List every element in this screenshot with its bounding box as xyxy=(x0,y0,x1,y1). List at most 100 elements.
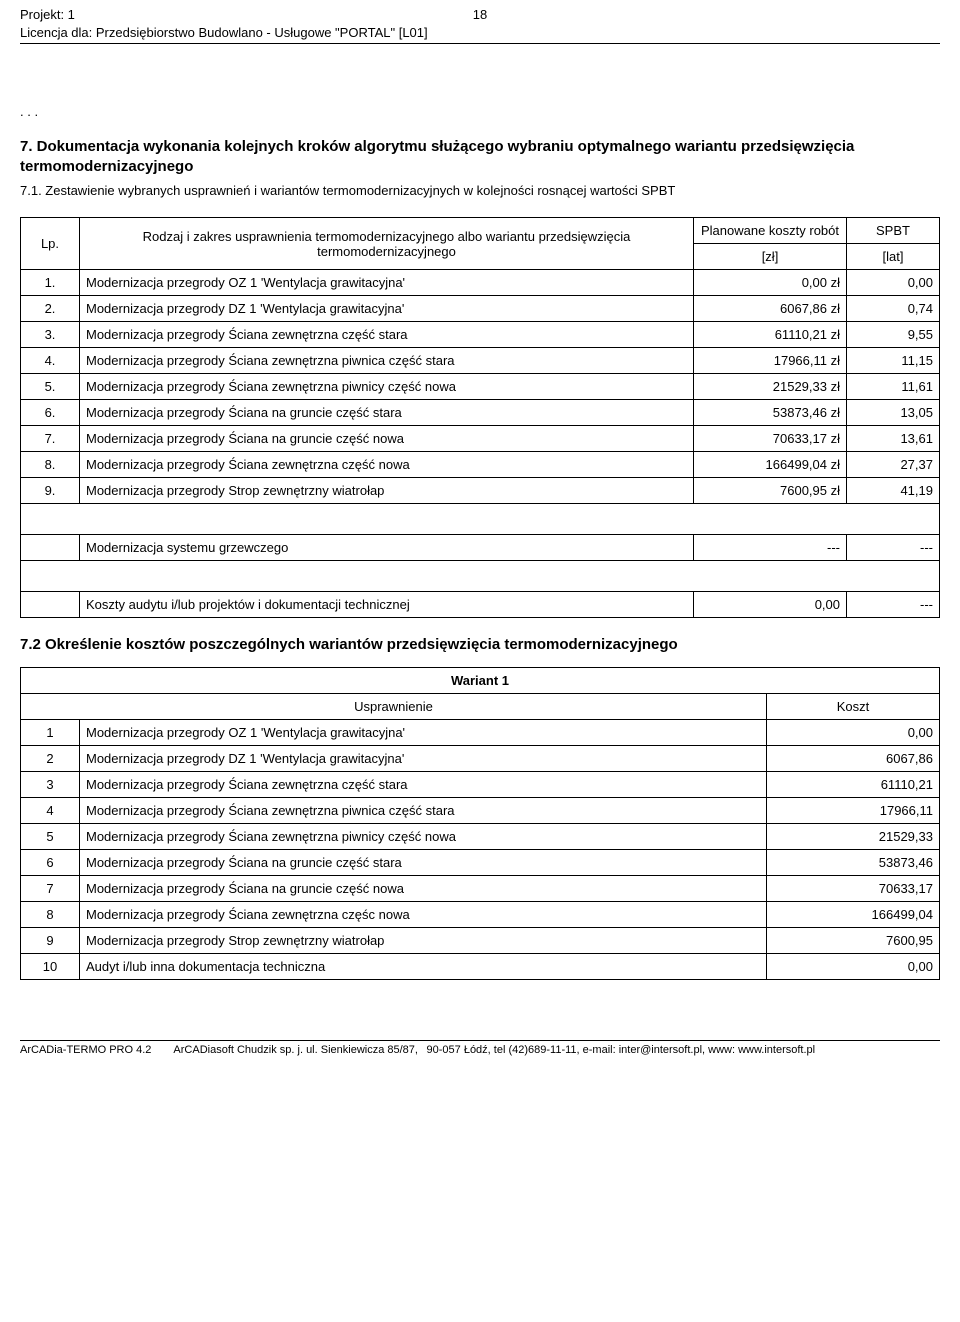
cell-cost: 21529,33 zł xyxy=(694,374,847,400)
cell-koszt: 0,00 xyxy=(767,954,940,980)
summary-row-2: Koszty audytu i/lub projektów i dokument… xyxy=(21,592,940,618)
cell-lp: 10 xyxy=(21,954,80,980)
cell-desc: Modernizacja przegrody Ściana na gruncie… xyxy=(80,400,694,426)
cell-lp: 5. xyxy=(21,374,80,400)
cell-desc: Audyt i/lub inna dokumentacja techniczna xyxy=(80,954,767,980)
cell-spbt: 41,19 xyxy=(847,478,940,504)
cell-koszt: 17966,11 xyxy=(767,798,940,824)
table-row: 10Audyt i/lub inna dokumentacja technicz… xyxy=(21,954,940,980)
cell-spbt: 11,15 xyxy=(847,348,940,374)
cell-desc: Modernizacja przegrody Ściana na gruncie… xyxy=(80,850,767,876)
head-lp: Lp. xyxy=(21,218,80,270)
cell-lp: 2. xyxy=(21,296,80,322)
cell-lp: 5 xyxy=(21,824,80,850)
cell-desc: Modernizacja przegrody Ściana zewnętrzna… xyxy=(80,374,694,400)
head-cost-top: Planowane koszty robót xyxy=(694,218,847,244)
wariant-title: Wariant 1 xyxy=(21,668,940,694)
cell-desc: Modernizacja przegrody DZ 1 'Wentylacja … xyxy=(80,296,694,322)
cell-koszt: 166499,04 xyxy=(767,902,940,928)
cell-spbt: 11,61 xyxy=(847,374,940,400)
section-7-2-title: 7.2 Określenie kosztów poszczególnych wa… xyxy=(20,636,940,653)
cell-koszt: 7600,95 xyxy=(767,928,940,954)
wariant-head-row: Usprawnienie Koszt xyxy=(21,694,940,720)
table-row: 1Modernizacja przegrody OZ 1 'Wentylacja… xyxy=(21,720,940,746)
table-row: 2Modernizacja przegrody DZ 1 'Wentylacja… xyxy=(21,746,940,772)
cell-lp: 8 xyxy=(21,902,80,928)
head-koszt: Koszt xyxy=(767,694,940,720)
cell-desc: Modernizacja przegrody Ściana zewnętrzna… xyxy=(80,902,767,928)
cell-cost: 17966,11 zł xyxy=(694,348,847,374)
cell-koszt: 53873,46 xyxy=(767,850,940,876)
summary2-spbt: --- xyxy=(847,592,940,618)
table-row: 4.Modernizacja przegrody Ściana zewnętrz… xyxy=(21,348,940,374)
cell-desc: Modernizacja przegrody DZ 1 'Wentylacja … xyxy=(80,746,767,772)
cell-desc: Modernizacja przegrody Ściana zewnętrzna… xyxy=(80,824,767,850)
cell-spbt: 13,05 xyxy=(847,400,940,426)
cell-lp: 6. xyxy=(21,400,80,426)
table-row: 3Modernizacja przegrody Ściana zewnętrzn… xyxy=(21,772,940,798)
table-row: 9.Modernizacja przegrody Strop zewnętrzn… xyxy=(21,478,940,504)
summary2-desc: Koszty audytu i/lub projektów i dokument… xyxy=(80,592,694,618)
table-row: 9Modernizacja przegrody Strop zewnętrzny… xyxy=(21,928,940,954)
cell-koszt: 0,00 xyxy=(767,720,940,746)
cell-spbt: 0,00 xyxy=(847,270,940,296)
cell-lp: 3 xyxy=(21,772,80,798)
cell-lp: 4. xyxy=(21,348,80,374)
cell-cost: 0,00 zł xyxy=(694,270,847,296)
cell-cost: 6067,86 zł xyxy=(694,296,847,322)
cell-spbt: 0,74 xyxy=(847,296,940,322)
cell-desc: Modernizacja przegrody Ściana zewnętrzna… xyxy=(80,772,767,798)
spbt-table: Lp. Rodzaj i zakres usprawnienia termomo… xyxy=(20,217,940,618)
summary1-lp xyxy=(21,535,80,561)
cell-lp: 7. xyxy=(21,426,80,452)
summary1-spbt: --- xyxy=(847,535,940,561)
table-row: 3.Modernizacja przegrody Ściana zewnętrz… xyxy=(21,322,940,348)
head-spbt-top: SPBT xyxy=(847,218,940,244)
cell-desc: Modernizacja przegrody Ściana na gruncie… xyxy=(80,876,767,902)
cell-lp: 1. xyxy=(21,270,80,296)
cell-desc: Modernizacja przegrody OZ 1 'Wentylacja … xyxy=(80,720,767,746)
cell-lp: 4 xyxy=(21,798,80,824)
wariant-title-row: Wariant 1 xyxy=(21,668,940,694)
table-row: 8.Modernizacja przegrody Ściana zewnętrz… xyxy=(21,452,940,478)
cell-desc: Modernizacja przegrody Ściana na gruncie… xyxy=(80,426,694,452)
cell-cost: 166499,04 zł xyxy=(694,452,847,478)
page: Projekt: 1 Licencja dla: Przedsiębiorstw… xyxy=(0,0,960,1096)
cell-lp: 9 xyxy=(21,928,80,954)
cell-desc: Modernizacja przegrody Ściana zewnętrzna… xyxy=(80,798,767,824)
head-usprawnienie: Usprawnienie xyxy=(21,694,767,720)
summary1-cost: --- xyxy=(694,535,847,561)
summary1-desc: Modernizacja systemu grzewczego xyxy=(80,535,694,561)
intro-dots: . . . xyxy=(20,104,940,119)
cell-lp: 6 xyxy=(21,850,80,876)
table-row: 1.Modernizacja przegrody OZ 1 'Wentylacj… xyxy=(21,270,940,296)
summary-row-1: Modernizacja systemu grzewczego --- --- xyxy=(21,535,940,561)
cell-cost: 61110,21 zł xyxy=(694,322,847,348)
cell-koszt: 61110,21 xyxy=(767,772,940,798)
wariant-table: Wariant 1 Usprawnienie Koszt 1Modernizac… xyxy=(20,667,940,980)
table-row: 4Modernizacja przegrody Ściana zewnętrzn… xyxy=(21,798,940,824)
cell-desc: Modernizacja przegrody Strop zewnętrzny … xyxy=(80,478,694,504)
cell-lp: 1 xyxy=(21,720,80,746)
head-desc: Rodzaj i zakres usprawnienia termomodern… xyxy=(80,218,694,270)
cell-desc: Modernizacja przegrody OZ 1 'Wentylacja … xyxy=(80,270,694,296)
table-row: 7Modernizacja przegrody Ściana na grunci… xyxy=(21,876,940,902)
cell-desc: Modernizacja przegrody Ściana zewnętrzna… xyxy=(80,322,694,348)
table-row: 5.Modernizacja przegrody Ściana zewnętrz… xyxy=(21,374,940,400)
cell-koszt: 21529,33 xyxy=(767,824,940,850)
spacer-row xyxy=(21,504,940,535)
section-7-title: 7. Dokumentacja wykonania kolejnych krok… xyxy=(20,137,940,178)
cell-lp: 8. xyxy=(21,452,80,478)
cell-desc: Modernizacja przegrody Strop zewnętrzny … xyxy=(80,928,767,954)
cell-lp: 3. xyxy=(21,322,80,348)
cell-cost: 7600,95 zł xyxy=(694,478,847,504)
cell-lp: 7 xyxy=(21,876,80,902)
table-row: 8Modernizacja przegrody Ściana zewnętrzn… xyxy=(21,902,940,928)
table-row: 6Modernizacja przegrody Ściana na grunci… xyxy=(21,850,940,876)
cell-koszt: 6067,86 xyxy=(767,746,940,772)
cell-spbt: 9,55 xyxy=(847,322,940,348)
head-cost-unit: [zł] xyxy=(694,244,847,270)
section-7-1-title: 7.1. Zestawienie wybranych usprawnień i … xyxy=(20,182,940,200)
cell-desc: Modernizacja przegrody Ściana zewnętrzna… xyxy=(80,348,694,374)
cell-spbt: 13,61 xyxy=(847,426,940,452)
